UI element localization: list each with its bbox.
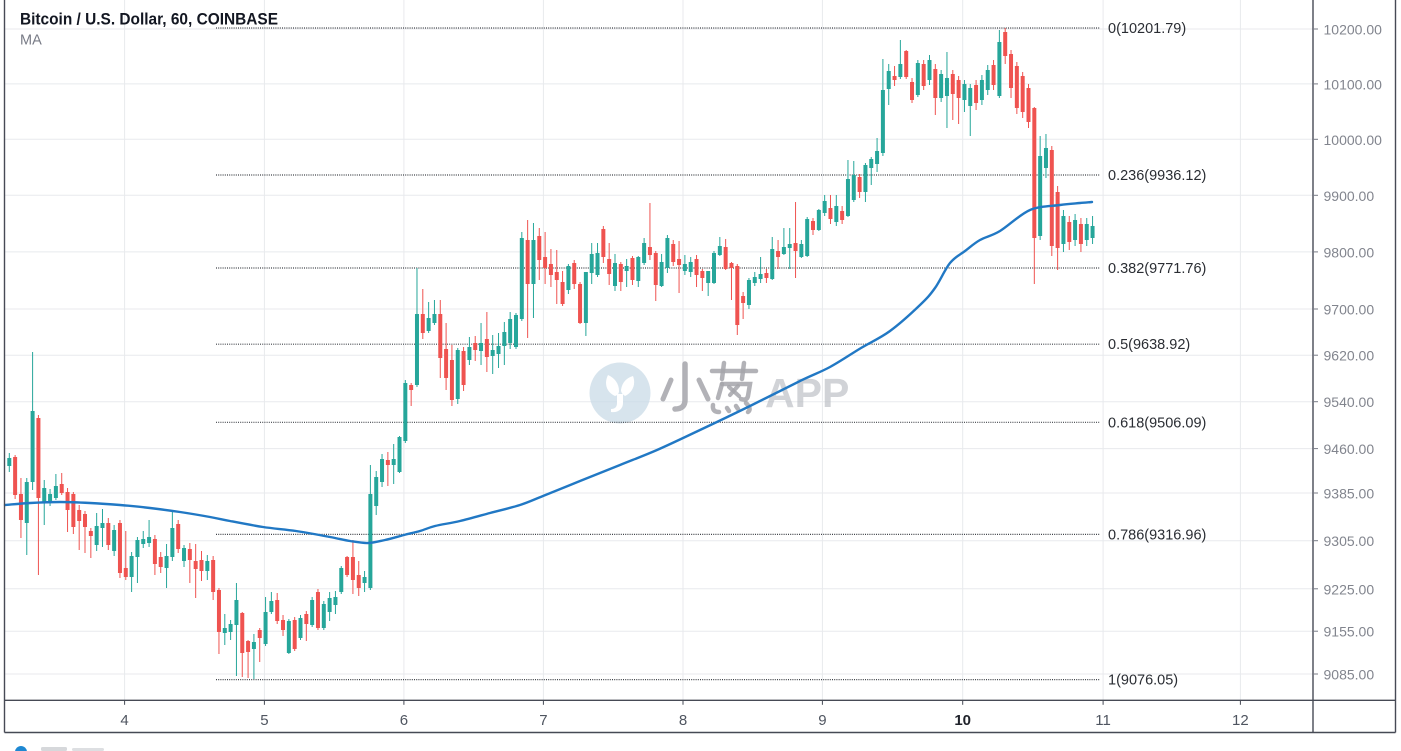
svg-text:9085.00: 9085.00 (1324, 667, 1375, 683)
svg-text:0.5(9638.92): 0.5(9638.92) (1108, 337, 1190, 353)
svg-text:9385.00: 9385.00 (1324, 486, 1375, 502)
svg-text:9620.00: 9620.00 (1324, 348, 1375, 364)
svg-text:9900.00: 9900.00 (1324, 188, 1375, 204)
svg-text:11: 11 (1095, 712, 1111, 729)
svg-text:4: 4 (120, 712, 128, 729)
svg-text:0.786(9316.96): 0.786(9316.96) (1108, 527, 1206, 543)
svg-text:MA: MA (20, 33, 42, 49)
svg-text:9700.00: 9700.00 (1324, 302, 1375, 318)
svg-text:7: 7 (539, 712, 547, 729)
svg-text:9800.00: 9800.00 (1324, 244, 1375, 260)
svg-text:12: 12 (1232, 712, 1249, 729)
svg-text:0.236(9936.12): 0.236(9936.12) (1108, 168, 1206, 184)
svg-text:0.382(9771.76): 0.382(9771.76) (1108, 261, 1206, 277)
svg-text:9305.00: 9305.00 (1324, 533, 1375, 549)
svg-text:9460.00: 9460.00 (1324, 441, 1375, 457)
svg-text:9155.00: 9155.00 (1324, 624, 1375, 640)
svg-text:0(10201.79): 0(10201.79) (1108, 21, 1186, 37)
svg-text:9540.00: 9540.00 (1324, 394, 1375, 410)
svg-text:6: 6 (400, 712, 408, 729)
svg-text:5: 5 (260, 712, 268, 729)
svg-text:8: 8 (679, 712, 687, 729)
svg-text:10: 10 (954, 712, 971, 729)
svg-text:9: 9 (818, 712, 826, 729)
svg-text:Bitcoin / U.S. Dollar, 60, COI: Bitcoin / U.S. Dollar, 60, COINBASE (20, 11, 278, 29)
svg-text:10100.00: 10100.00 (1324, 76, 1383, 92)
svg-text:9225.00: 9225.00 (1324, 581, 1375, 597)
svg-text:0.618(9506.09): 0.618(9506.09) (1108, 415, 1206, 431)
svg-text:10200.00: 10200.00 (1324, 22, 1383, 38)
svg-text:1(9076.05): 1(9076.05) (1108, 673, 1178, 689)
svg-text:10000.00: 10000.00 (1324, 132, 1383, 148)
